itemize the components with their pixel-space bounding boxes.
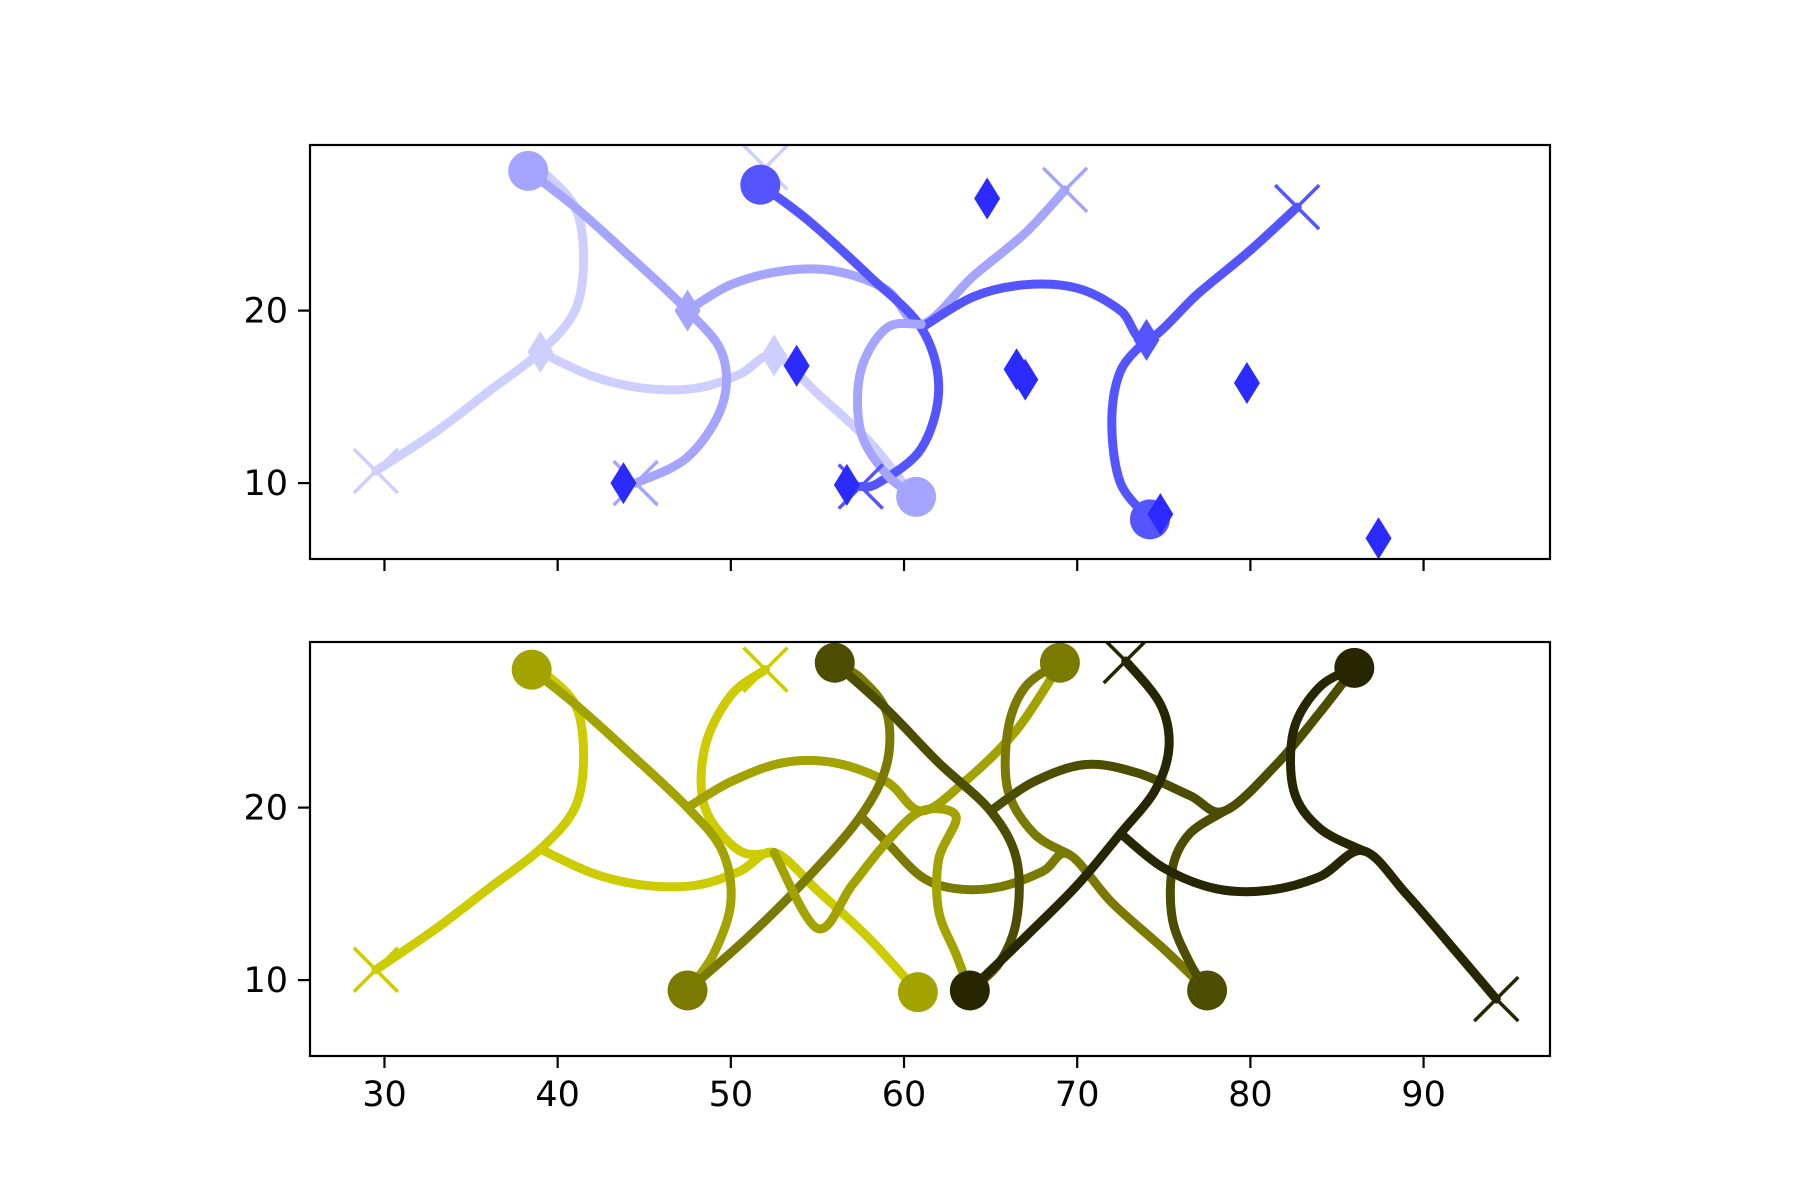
series-line-4: [1000, 658, 1073, 859]
marker-diamond-1-2: [674, 289, 701, 332]
marker-circle-3-1: [1039, 642, 1080, 683]
series-line-7: [1165, 806, 1229, 995]
marker-diamond-0-2: [761, 334, 788, 377]
marker-diamond-5-7: [1365, 517, 1392, 559]
x-tick-label: 50: [709, 1075, 754, 1115]
x-tick-label: 40: [535, 1075, 580, 1115]
marker-diamond-5-1: [783, 344, 810, 387]
x-tick-label: 30: [362, 1075, 407, 1115]
marker-x-0-0: [352, 447, 400, 495]
marker-x-0-0: [352, 946, 400, 993]
marker-diamond-5-4: [610, 462, 637, 505]
marker-diamond-5-8: [1147, 493, 1174, 536]
series-line-1: [696, 665, 779, 859]
y-tick-label: 10: [243, 464, 288, 504]
marker-circle-6-0: [814, 642, 855, 683]
marker-x-0-1: [742, 646, 789, 693]
marker-circle-2-0: [511, 649, 552, 690]
top-panel: 10 20: [243, 143, 1552, 571]
series-line-2: [527, 665, 736, 995]
marker-x-2-3: [1273, 183, 1321, 231]
series-branch-line-2: [916, 202, 1302, 345]
marker-diamond-5-5: [833, 463, 860, 506]
marker-diamond-0-1: [527, 331, 554, 373]
marker-circle-8-0: [949, 970, 990, 1011]
marker-x-8-2: [1102, 642, 1149, 685]
series-line-8: [965, 656, 1174, 995]
x-tick-label: 70: [1055, 1075, 1100, 1115]
marker-circle-6-1: [1187, 970, 1228, 1011]
series-branch-line-8: [1116, 829, 1501, 1004]
marker-circle-8-1: [1334, 647, 1375, 688]
y-tick-label: 20: [243, 789, 288, 829]
series-branch-line-3: [856, 811, 1212, 995]
series-line-5: [769, 804, 975, 995]
marker-circle-3-0: [667, 970, 708, 1011]
y-tick-label: 10: [243, 961, 288, 1001]
marker-circle-3-0: [896, 476, 937, 517]
series-line-9: [1285, 663, 1368, 856]
marker-diamond-5-3: [1012, 358, 1039, 401]
marker-circle-2-0: [740, 164, 781, 205]
x-tick-label: 90: [1401, 1075, 1446, 1115]
marker-diamond-2-2: [1133, 318, 1160, 361]
series-line-1: [523, 166, 732, 488]
plot-area: [352, 145, 1392, 559]
axes-frame: [308, 143, 1552, 561]
marker-diamond-5-6: [1233, 362, 1260, 405]
marker-x-1-3: [1041, 166, 1089, 214]
marker-circle-1-0: [508, 150, 549, 191]
bottom-panel: 30 40 50 60 70 80 90 10 20: [243, 640, 1552, 1115]
x-tick-label: 80: [1228, 1075, 1273, 1115]
series-line-3: [852, 318, 926, 502]
marker-x-8-3: [1473, 975, 1520, 1023]
x-tick-label: 60: [882, 1075, 927, 1115]
series-line-4: [1107, 335, 1155, 524]
marker-diamond-5-0: [974, 177, 1001, 220]
marker-circle-2-1: [897, 972, 938, 1013]
series-line-3: [683, 658, 895, 995]
y-tick-label: 20: [243, 292, 288, 332]
series-branch-line-6: [986, 663, 1359, 817]
plot-area: [352, 642, 1520, 1023]
axes-frame: [308, 640, 1552, 1058]
series-branch-line-0: [535, 844, 923, 997]
